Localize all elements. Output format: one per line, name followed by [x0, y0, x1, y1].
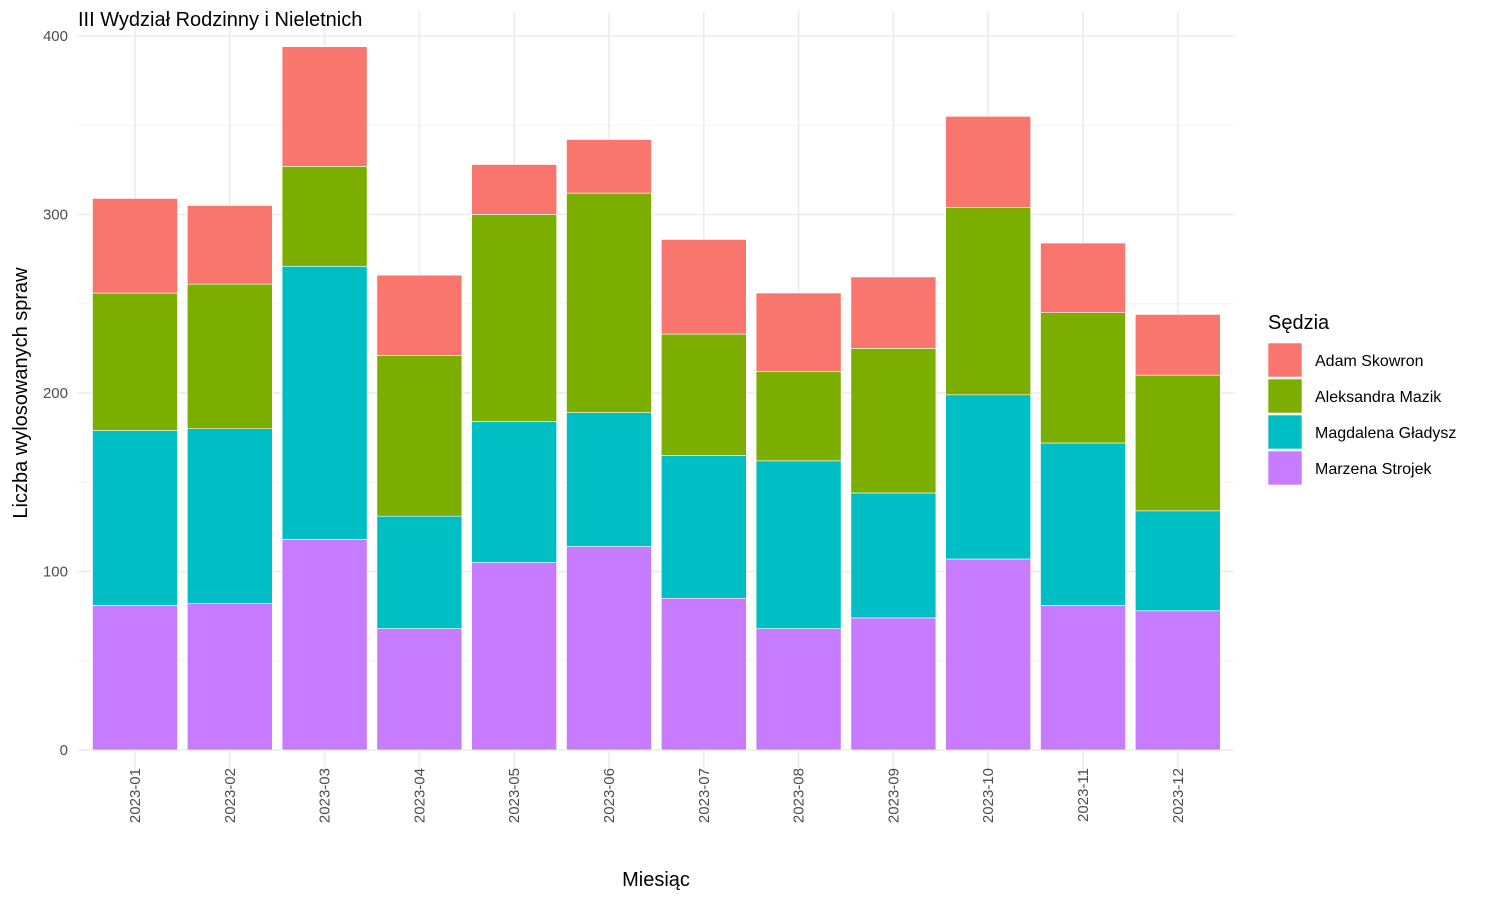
bar-marzena-strojek-2023-01: [92, 605, 178, 751]
legend: Sędzia Adam Skowron Aleksandra Mazik Magda…: [1267, 312, 1456, 486]
bar-adam-skowron-2023-09: [850, 276, 937, 349]
bar-marzena-strojek-2023-07: [660, 597, 747, 751]
x-tick-label: 2023-12: [1170, 768, 1187, 823]
x-tick-label: 2023-03: [317, 768, 334, 823]
legend-label: Aleksandra Mazik: [1315, 389, 1442, 406]
legend-label: Marzena Strojek: [1315, 461, 1432, 478]
x-tick-label: 2023-02: [222, 768, 239, 823]
bar-marzena-strojek-2023-11: [1040, 605, 1126, 751]
bar-aleksandra-mazik-2023-01: [92, 292, 178, 431]
bar-magdalena-g-adysz-2023-01: [92, 430, 178, 606]
bar-aleksandra-mazik-2023-11: [1040, 312, 1126, 444]
bar-aleksandra-mazik-2023-10: [945, 207, 1032, 396]
legend-title: Sędzia: [1268, 312, 1330, 334]
bar-aleksandra-mazik-2023-06: [566, 192, 652, 413]
bar-marzena-strojek-2023-05: [471, 562, 558, 751]
bar-magdalena-g-adysz-2023-05: [471, 421, 558, 563]
bar-magdalena-g-adysz-2023-08: [755, 460, 842, 629]
y-axis: 0 100 200 300 400: [43, 28, 68, 759]
bar-adam-skowron-2023-06: [566, 139, 652, 194]
bar-adam-skowron-2023-02: [187, 205, 273, 285]
bars: [92, 46, 1221, 751]
legend-label: Magdalena Gładysz: [1315, 425, 1456, 442]
bar-adam-skowron-2023-11: [1040, 242, 1126, 313]
bar-adam-skowron-2023-05: [471, 164, 558, 215]
legend-key-magdalena-g-adysz: [1267, 414, 1303, 450]
bar-marzena-strojek-2023-10: [945, 558, 1032, 751]
bar-magdalena-g-adysz-2023-02: [187, 428, 273, 604]
bar-adam-skowron-2023-04: [376, 274, 463, 356]
legend-label: Adam Skowron: [1315, 353, 1424, 370]
x-tick-label: 2023-08: [791, 768, 808, 823]
y-tick-label: 300: [43, 207, 68, 224]
bar-adam-skowron-2023-12: [1135, 314, 1221, 376]
bar-aleksandra-mazik-2023-12: [1135, 374, 1221, 512]
x-tick-label: 2023-11: [1075, 768, 1092, 822]
bar-marzena-strojek-2023-12: [1135, 610, 1221, 751]
x-axis: 2023-01 2023-02 2023-03 2023-04 2023-05 2023-…: [127, 768, 1187, 823]
legend-key-marzena-strojek: [1267, 450, 1303, 486]
bar-aleksandra-mazik-2023-08: [755, 371, 842, 462]
bar-magdalena-g-adysz-2023-04: [376, 515, 463, 629]
y-tick-label: 0: [60, 742, 68, 759]
bar-adam-skowron-2023-08: [755, 292, 842, 372]
bar-magdalena-g-adysz-2023-06: [566, 412, 652, 547]
y-tick-label: 200: [43, 385, 68, 402]
bar-aleksandra-mazik-2023-09: [850, 348, 937, 494]
x-tick-label: 2023-06: [601, 768, 618, 823]
bar-magdalena-g-adysz-2023-09: [850, 492, 937, 619]
x-tick-label: 2023-01: [127, 768, 144, 823]
legend-key-aleksandra-mazik: [1267, 378, 1303, 414]
bar-magdalena-g-adysz-2023-07: [660, 455, 747, 599]
x-tick-label: 2023-10: [980, 768, 997, 823]
bar-aleksandra-mazik-2023-04: [376, 355, 463, 517]
bar-marzena-strojek-2023-04: [376, 628, 463, 751]
bar-adam-skowron-2023-01: [92, 198, 178, 294]
bar-adam-skowron-2023-10: [945, 116, 1032, 208]
x-tick-label: 2023-09: [885, 768, 902, 823]
x-tick-label: 2023-04: [411, 768, 428, 823]
bar-aleksandra-mazik-2023-02: [187, 283, 273, 429]
legend-key-adam-skowron: [1267, 342, 1303, 378]
bar-adam-skowron-2023-03: [281, 46, 368, 167]
bar-magdalena-g-adysz-2023-12: [1135, 510, 1221, 612]
bar-aleksandra-mazik-2023-03: [281, 166, 368, 267]
bar-magdalena-g-adysz-2023-03: [281, 265, 368, 540]
bar-aleksandra-mazik-2023-05: [471, 214, 558, 422]
bar-marzena-strojek-2023-03: [281, 539, 368, 751]
bar-marzena-strojek-2023-09: [850, 617, 937, 751]
x-tick-label: 2023-07: [696, 768, 713, 823]
y-tick-label: 400: [43, 28, 68, 45]
x-axis-title: Miesiąc: [622, 869, 690, 891]
y-axis-title: Liczba wylosowanych spraw: [10, 267, 32, 519]
bar-aleksandra-mazik-2023-07: [660, 333, 747, 456]
x-tick-label: 2023-05: [506, 768, 523, 823]
chart-title: III Wydział Rodzinny i Nieletnich: [78, 9, 362, 31]
y-tick-label: 100: [43, 564, 68, 581]
bar-adam-skowron-2023-07: [660, 239, 747, 335]
bar-marzena-strojek-2023-06: [566, 546, 652, 751]
bar-magdalena-g-adysz-2023-10: [945, 394, 1032, 560]
bar-marzena-strojek-2023-08: [755, 628, 842, 751]
bar-marzena-strojek-2023-02: [187, 603, 273, 751]
bar-magdalena-g-adysz-2023-11: [1040, 442, 1126, 606]
